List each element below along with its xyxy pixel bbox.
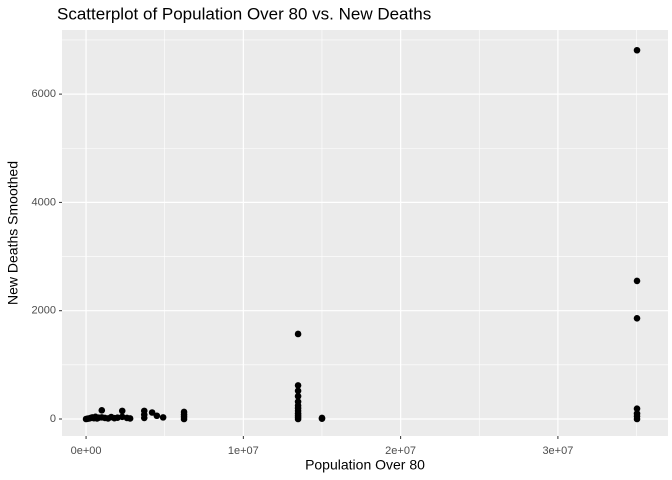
point [180, 415, 188, 423]
y-tick-label: 2000 [32, 305, 56, 317]
point [633, 415, 641, 423]
x-tick-label: 2e+07 [385, 445, 416, 457]
point [118, 407, 126, 415]
point [98, 407, 106, 414]
point [633, 277, 641, 285]
y-tick-label: 0 [50, 413, 56, 425]
point [294, 392, 302, 400]
point [294, 330, 302, 338]
x-tick-label: 0e+00 [71, 445, 102, 457]
point [294, 415, 302, 423]
point [153, 412, 161, 420]
point [148, 409, 156, 416]
chart-title: Scatterplot of Population Over 80 vs. Ne… [57, 4, 431, 23]
x-tick-label: 3e+07 [542, 445, 573, 457]
y-tick-label: 6000 [32, 88, 56, 100]
y-axis-title: New Deaths Smoothed [5, 161, 21, 305]
point [318, 415, 326, 423]
point [126, 415, 134, 422]
point [159, 414, 167, 421]
point [633, 46, 641, 54]
x-tick-label: 1e+07 [228, 445, 259, 457]
point [294, 387, 302, 395]
x-axis-title: Population Over 80 [305, 457, 425, 473]
point [633, 314, 641, 322]
y-tick-label: 4000 [32, 196, 56, 208]
point [140, 414, 148, 422]
point [633, 405, 641, 413]
point [294, 382, 302, 389]
plot-panel [62, 30, 668, 436]
